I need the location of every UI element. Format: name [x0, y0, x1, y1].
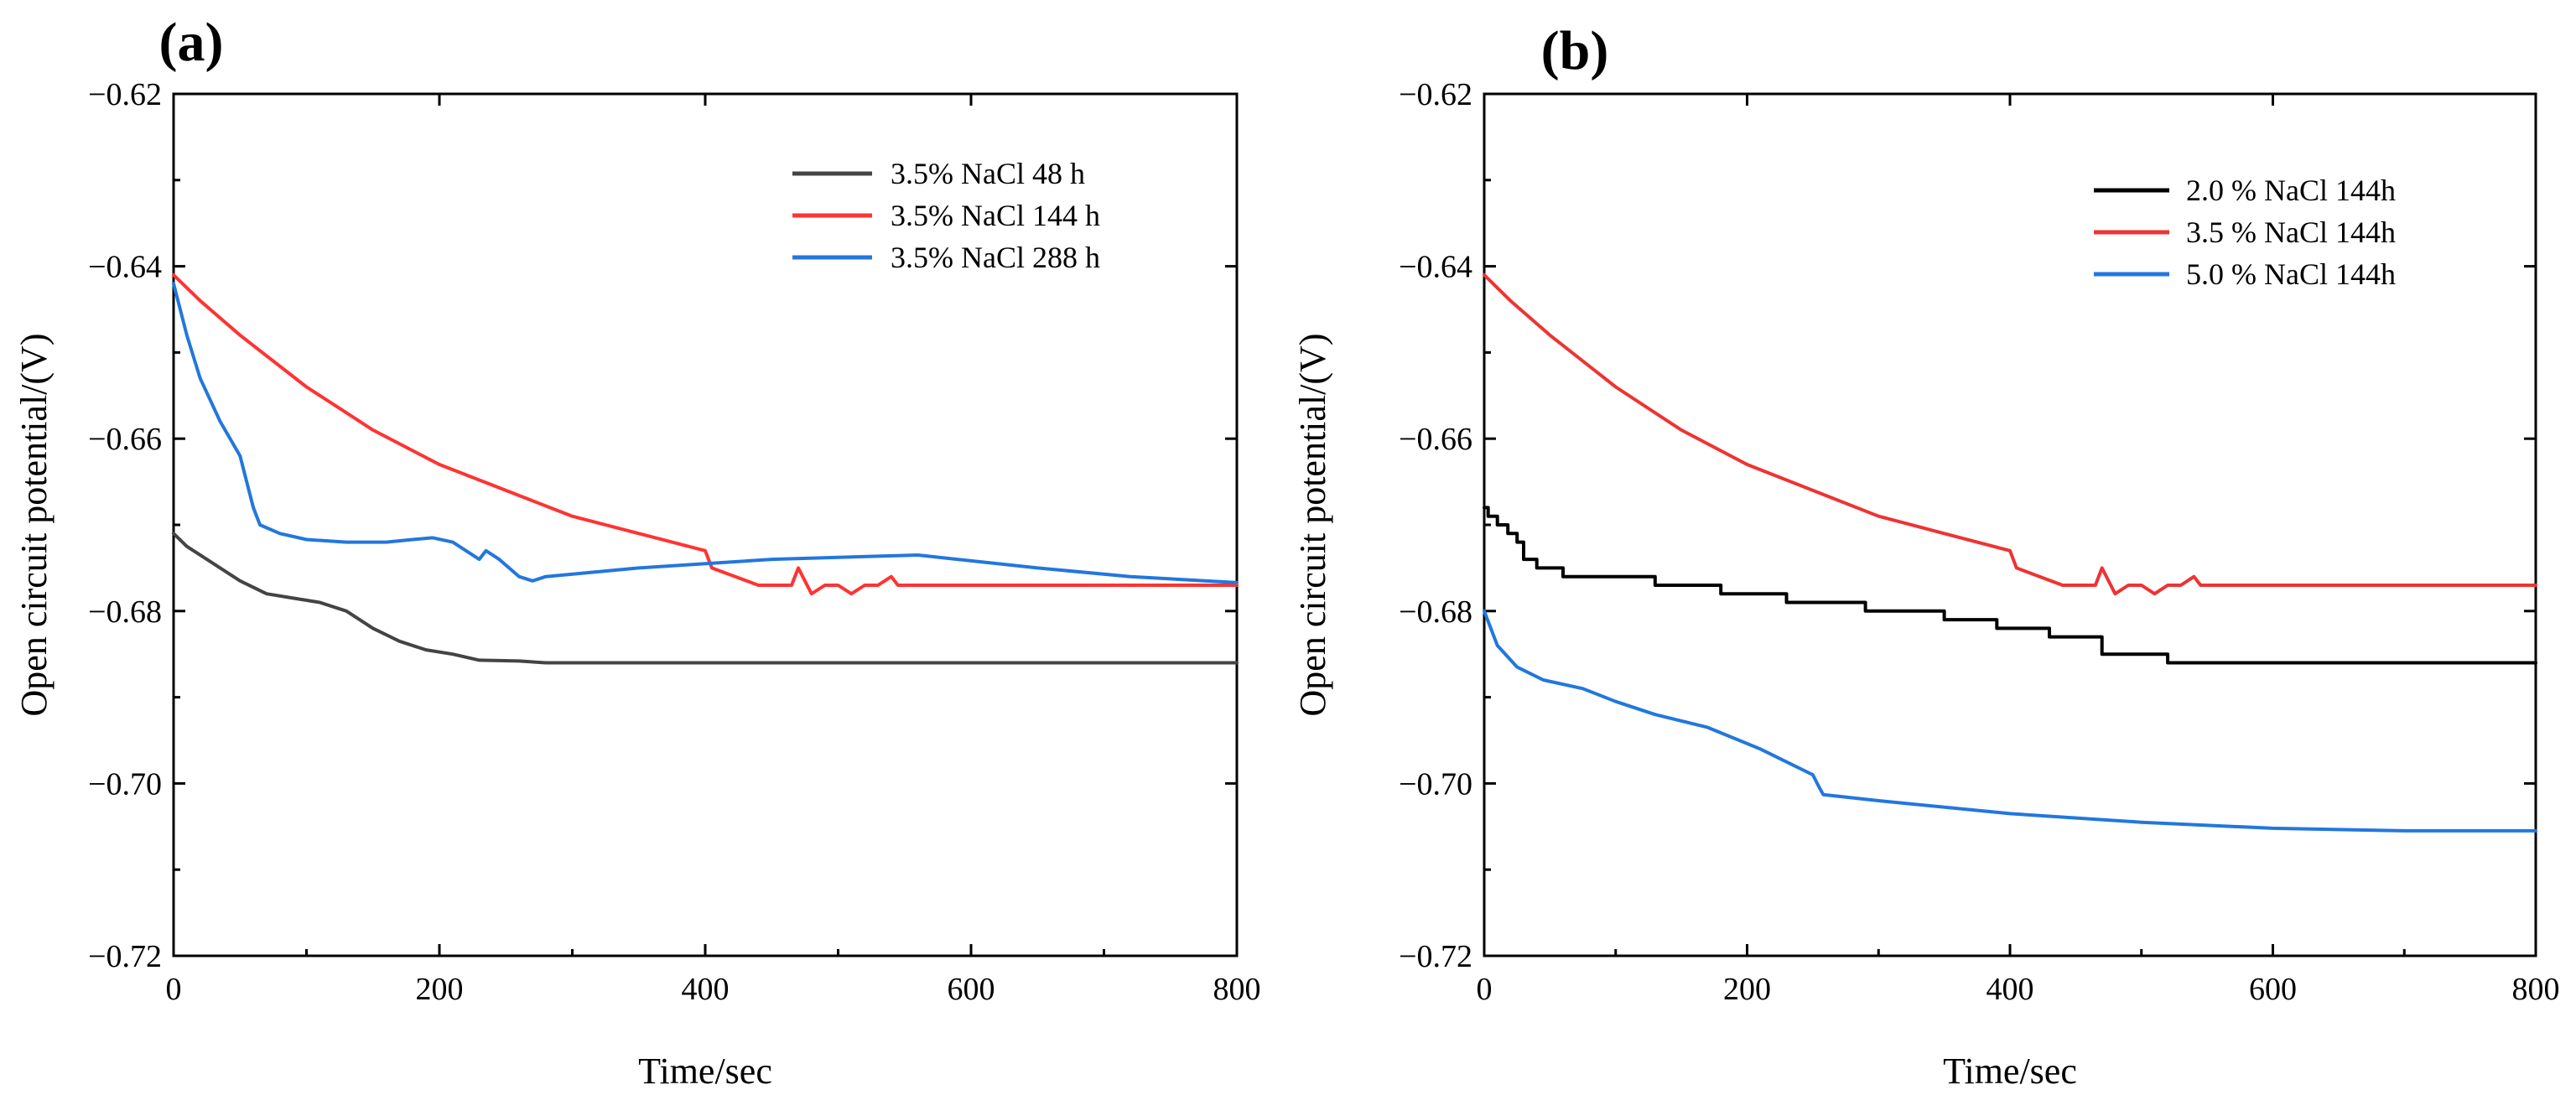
y-axis-title: Open circuit potential/(V)	[13, 334, 55, 717]
y-tick-label: −0.64	[88, 250, 162, 285]
legend-label-3: 5.0 % NaCl 144h	[2186, 257, 2396, 291]
x-tick-label: 400	[1987, 972, 2034, 1007]
y-tick-label: −0.66	[1399, 422, 1472, 457]
x-tick-label: 600	[2249, 972, 2297, 1007]
y-tick-label: −0.62	[1399, 77, 1472, 112]
x-tick-label: 800	[1213, 972, 1261, 1007]
y-tick-label: −0.72	[1399, 939, 1472, 974]
x-tick-label: 0	[166, 972, 182, 1007]
x-axis-title: Time/sec	[1943, 1051, 2077, 1092]
x-tick-label: 200	[416, 972, 464, 1007]
panel-label: (a)	[159, 12, 224, 73]
x-tick-label: 400	[682, 972, 730, 1007]
y-tick-label: −0.66	[88, 422, 162, 457]
x-tick-label: 200	[1723, 972, 1771, 1007]
x-tick-label: 600	[948, 972, 995, 1007]
legend-label-1: 2.0 % NaCl 144h	[2186, 174, 2396, 207]
y-tick-label: −0.70	[88, 766, 162, 802]
y-tick-label: −0.64	[1399, 250, 1472, 285]
legend-label-2: 3.5 % NaCl 144h	[2186, 215, 2396, 249]
legend-label-3: 3.5% NaCl 288 h	[891, 241, 1100, 274]
panel-label: (b)	[1541, 20, 1609, 81]
legend-label-2: 3.5% NaCl 144 h	[891, 199, 1100, 232]
y-tick-label: −0.70	[1399, 766, 1472, 802]
y-axis-title: Open circuit potential/(V)	[1292, 334, 1333, 717]
legend-label-1: 3.5% NaCl 48 h	[891, 157, 1085, 190]
x-tick-label: 0	[1477, 972, 1493, 1007]
series-line-2	[172, 272, 1239, 596]
panel-b: (b) 0 200 400 600 800 −0.72 −0.70 −0.68 −0.66 −0.6…	[1292, 20, 2560, 1092]
legend: 3.5% NaCl 48 h 3.5% NaCl 144 h 3.5% NaCl 2…	[792, 157, 1100, 274]
y-tick-label: −0.68	[1399, 594, 1472, 630]
series-line-3	[1483, 609, 2537, 833]
series-line-2	[1483, 272, 2537, 596]
panel-a: (a) 0 200 400 600 800 −0.72 −0.70 −0.68 −0.66 −0.6…	[13, 12, 1261, 1092]
x-axis-title: Time/sec	[638, 1051, 772, 1092]
x-tick-label: 800	[2512, 972, 2560, 1007]
series-line-3	[172, 282, 1239, 584]
series-line-1	[1483, 506, 2537, 665]
series-line-1	[172, 532, 1239, 665]
legend: 2.0 % NaCl 144h 3.5 % NaCl 144h 5.0 % NaCl…	[2094, 174, 2396, 291]
y-tick-label: −0.62	[88, 77, 162, 112]
y-tick-label: −0.72	[88, 939, 162, 974]
y-tick-label: −0.68	[88, 594, 162, 630]
